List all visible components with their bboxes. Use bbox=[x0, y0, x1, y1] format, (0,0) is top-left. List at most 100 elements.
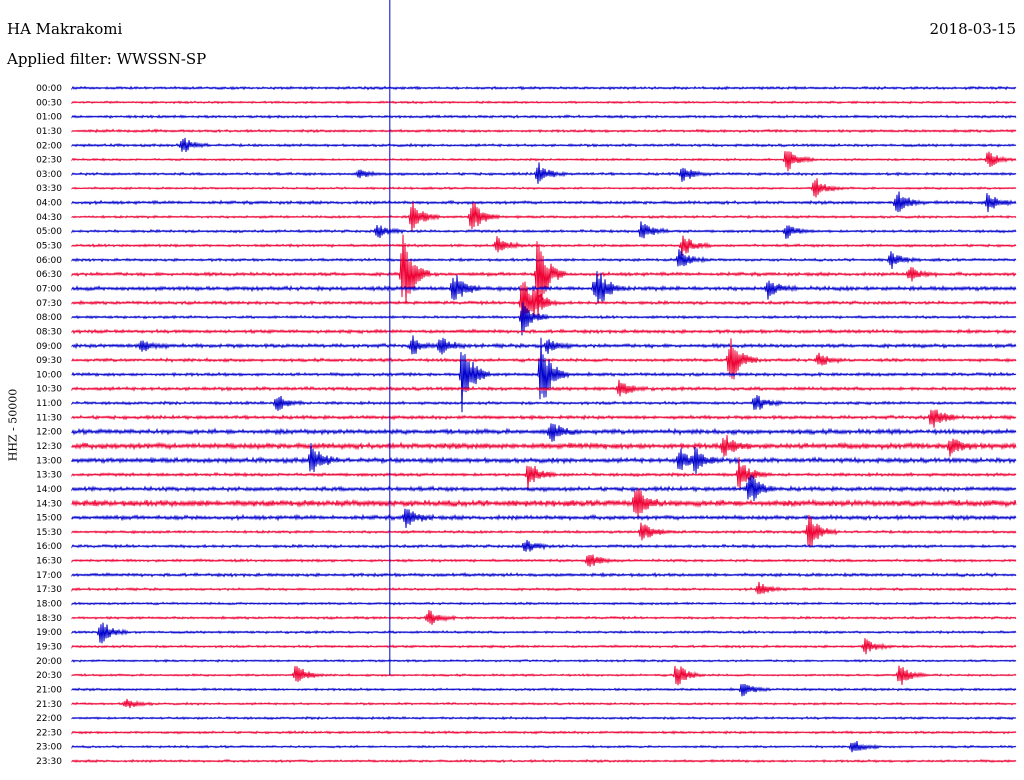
time-tick-label: 12:30 bbox=[36, 442, 62, 452]
time-tick-label: 09:00 bbox=[36, 342, 62, 352]
trace-1900 bbox=[71, 622, 1017, 644]
time-tick-label: 21:00 bbox=[36, 685, 62, 695]
time-tick-label: 02:30 bbox=[36, 156, 62, 166]
time-tick-label: 22:00 bbox=[36, 714, 62, 724]
time-tick-label: 19:00 bbox=[36, 628, 62, 638]
time-tick-label: 05:00 bbox=[36, 227, 62, 237]
trace-1300 bbox=[71, 443, 1017, 474]
station-title: HA Makrakomi bbox=[7, 20, 123, 38]
trace-1130 bbox=[71, 409, 1017, 428]
time-tick-label: 06:30 bbox=[36, 270, 62, 280]
trace-2000 bbox=[71, 658, 1017, 664]
trace-0100 bbox=[71, 114, 1017, 120]
trace-1100 bbox=[71, 395, 1017, 411]
trace-0900 bbox=[71, 335, 1017, 355]
time-tick-label: 08:00 bbox=[36, 313, 62, 323]
time-tick-label: 15:30 bbox=[36, 528, 62, 538]
time-tick-label: 03:00 bbox=[36, 170, 62, 180]
time-tick-label: 00:00 bbox=[36, 84, 62, 94]
trace-2200 bbox=[71, 715, 1017, 721]
time-tick-label: 00:30 bbox=[36, 98, 62, 108]
trace-1000 bbox=[71, 337, 1017, 413]
trace-1330 bbox=[71, 457, 1017, 490]
time-tick-label: 17:00 bbox=[36, 571, 62, 581]
time-tick-label: 19:30 bbox=[36, 642, 62, 652]
time-tick-label: 13:00 bbox=[36, 456, 62, 466]
time-tick-label: 07:30 bbox=[36, 299, 62, 309]
trace-0930 bbox=[71, 338, 1017, 380]
trace-1700 bbox=[71, 571, 1017, 578]
time-tick-label: 07:00 bbox=[36, 284, 62, 294]
time-tick-label: 20:30 bbox=[36, 671, 62, 681]
trace-0300 bbox=[71, 162, 1017, 184]
trace-2100 bbox=[71, 684, 1017, 697]
time-tick-label: 06:00 bbox=[36, 256, 62, 266]
trace-0600 bbox=[71, 249, 1017, 270]
time-tick-label: 01:00 bbox=[36, 113, 62, 123]
filter-label: Applied filter: WWSSN-SP bbox=[7, 50, 207, 68]
time-tick-label: 10:00 bbox=[36, 370, 62, 380]
time-tick-label: 18:00 bbox=[36, 600, 62, 610]
time-tick-label: 13:30 bbox=[36, 471, 62, 481]
trace-0830 bbox=[71, 328, 1017, 335]
time-tick-label: 12:00 bbox=[36, 428, 62, 438]
trace-2130 bbox=[71, 698, 1017, 709]
time-tick-label: 16:30 bbox=[36, 557, 62, 567]
time-tick-label: 08:30 bbox=[36, 327, 62, 337]
trace-0730 bbox=[71, 281, 1017, 323]
trace-0230 bbox=[71, 151, 1017, 172]
trace-1830 bbox=[71, 609, 1017, 625]
time-tick-label: 20:00 bbox=[36, 657, 62, 667]
trace-1400 bbox=[71, 474, 1017, 502]
time-tick-label: 04:30 bbox=[36, 213, 62, 223]
trace-2330 bbox=[71, 758, 1017, 764]
time-tick-label: 22:30 bbox=[36, 728, 62, 738]
trace-0630 bbox=[71, 234, 1017, 308]
time-tick-label: 16:00 bbox=[36, 542, 62, 552]
trace-0400 bbox=[71, 191, 1017, 213]
time-tick-label: 09:30 bbox=[36, 356, 62, 366]
trace-1030 bbox=[71, 379, 1017, 397]
trace-1230 bbox=[71, 435, 1017, 457]
time-tick-label: 01:30 bbox=[36, 127, 62, 137]
trace-1600 bbox=[71, 539, 1017, 552]
trace-0130 bbox=[71, 128, 1017, 134]
time-tick-label: 14:30 bbox=[36, 499, 62, 509]
trace-0000 bbox=[71, 85, 1017, 91]
date-label: 2018-03-15 bbox=[929, 20, 1016, 38]
time-tick-label: 11:30 bbox=[36, 413, 62, 423]
trace-1800 bbox=[71, 601, 1017, 606]
trace-0530 bbox=[71, 235, 1017, 256]
time-tick-label: 03:30 bbox=[36, 184, 62, 194]
trace-0030 bbox=[71, 100, 1017, 105]
trace-2300 bbox=[71, 741, 1017, 753]
trace-1630 bbox=[71, 554, 1017, 567]
trace-0200 bbox=[71, 137, 1017, 153]
trace-0500 bbox=[71, 221, 1017, 239]
time-tick-label: 23:00 bbox=[36, 743, 62, 753]
trace-2030 bbox=[71, 665, 1017, 686]
trace-2230 bbox=[71, 730, 1017, 735]
time-tick-label: 11:00 bbox=[36, 399, 62, 409]
trace-0430 bbox=[71, 201, 1017, 232]
time-tick-label: 17:30 bbox=[36, 585, 62, 595]
time-tick-label: 21:30 bbox=[36, 700, 62, 710]
time-tick-label: 15:00 bbox=[36, 514, 62, 524]
trace-0700 bbox=[71, 271, 1017, 305]
time-tick-label: 02:00 bbox=[36, 141, 62, 151]
time-tick-label: 23:30 bbox=[36, 757, 62, 767]
trace-1930 bbox=[71, 638, 1017, 655]
time-tick-label: 04:00 bbox=[36, 199, 62, 209]
trace-1430 bbox=[71, 488, 1017, 517]
trace-1730 bbox=[71, 581, 1017, 595]
time-tick-label: 05:30 bbox=[36, 242, 62, 252]
time-tick-label: 18:30 bbox=[36, 614, 62, 624]
trace-1500 bbox=[71, 508, 1017, 529]
trace-1200 bbox=[71, 423, 1017, 442]
trace-1530 bbox=[71, 514, 1017, 548]
trace-0330 bbox=[71, 178, 1017, 198]
time-tick-label: 10:30 bbox=[36, 385, 62, 395]
time-tick-label: 14:00 bbox=[36, 485, 62, 495]
trace-0800 bbox=[71, 302, 1017, 336]
